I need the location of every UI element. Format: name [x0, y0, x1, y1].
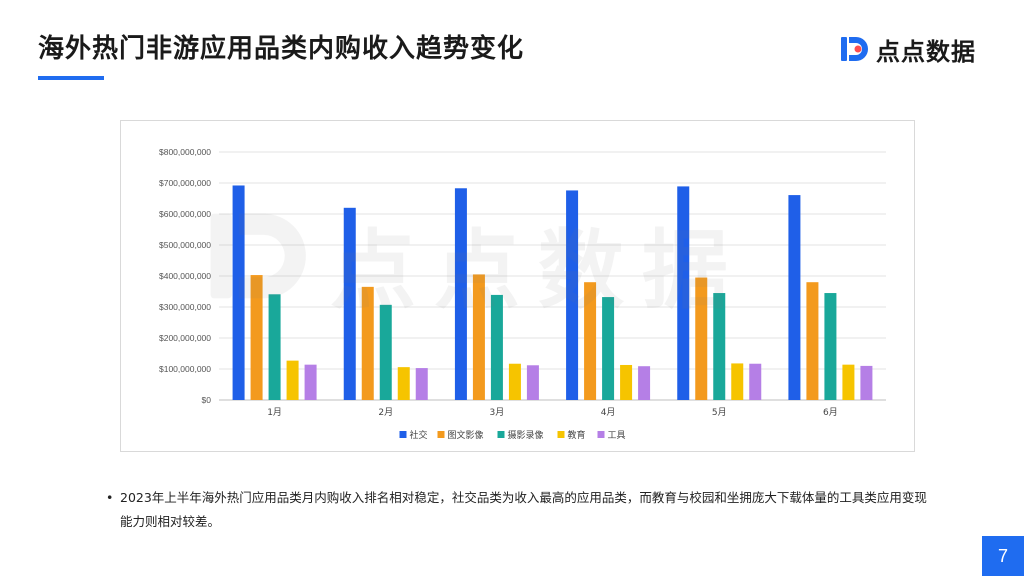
- brand-name: 点点数据: [876, 37, 976, 66]
- bar: [361, 286, 374, 400]
- bar: [806, 282, 819, 400]
- bar: [788, 195, 801, 400]
- bar: [638, 366, 651, 400]
- legend-swatch: [399, 431, 407, 438]
- x-tick-label: 5月: [712, 407, 727, 418]
- bar: [415, 368, 428, 400]
- y-tick-label: $700,000,000: [159, 178, 211, 188]
- y-tick-label: $200,000,000: [159, 333, 211, 343]
- bar: [304, 364, 317, 400]
- x-tick-label: 2月: [378, 407, 393, 418]
- legend-label: 工具: [608, 430, 626, 441]
- bar: [749, 363, 762, 400]
- y-tick-label: $300,000,000: [159, 302, 211, 312]
- y-tick-label: $100,000,000: [159, 364, 211, 374]
- legend-label: 教育: [568, 429, 586, 441]
- y-tick-label: $0: [202, 395, 212, 405]
- slide-title: 海外热门非游应用品类内购收入趋势变化: [38, 34, 525, 64]
- legend-label: 图文影像: [448, 429, 484, 441]
- summary-text: 2023年上半年海外热门应用品类月内购收入排名相对稳定，社交品类为收入最高的应用…: [120, 490, 927, 529]
- y-tick-label: $600,000,000: [159, 209, 211, 219]
- bar: [713, 293, 726, 400]
- bar: [584, 282, 597, 400]
- bar: [268, 294, 281, 400]
- bullet-dot: •: [106, 490, 114, 505]
- y-tick-label: $400,000,000: [159, 271, 211, 281]
- summary-bullet: • 2023年上半年海外热门应用品类月内购收入排名相对稳定，社交品类为收入最高的…: [106, 486, 936, 534]
- y-tick-label: $500,000,000: [159, 240, 211, 250]
- legend-swatch: [437, 431, 445, 438]
- bar: [286, 360, 299, 400]
- bar: [250, 275, 263, 400]
- bar: [379, 304, 392, 400]
- bar: [454, 188, 467, 400]
- bar: [824, 293, 837, 400]
- bar: [472, 274, 485, 400]
- diandian-logo-icon: [841, 37, 868, 61]
- bar: [695, 277, 708, 400]
- bar: [731, 363, 744, 400]
- page-number: 7: [982, 536, 1024, 576]
- bar: [397, 367, 410, 400]
- x-tick-label: 6月: [823, 407, 838, 418]
- bar: [526, 365, 539, 400]
- y-tick-label: $800,000,000: [159, 147, 211, 157]
- bar: [677, 186, 690, 400]
- bar: [602, 297, 615, 400]
- bar: [232, 185, 245, 400]
- chart-frame: $0 $100,000,000 $200,000,000 $300,000,000 $4…: [120, 120, 915, 452]
- bar: [860, 365, 873, 400]
- bar-chart: $0 $100,000,000 $200,000,000 $300,000,000 $4…: [159, 147, 886, 441]
- title-underline: [38, 76, 104, 80]
- legend-label: 社交: [410, 429, 428, 441]
- legend-swatch: [497, 431, 505, 438]
- brand-logo-group: 点点数据: [838, 32, 976, 66]
- bar: [343, 207, 356, 400]
- legend-swatch: [597, 431, 605, 438]
- bar: [508, 363, 521, 400]
- bar: [842, 364, 855, 400]
- x-tick-label: 3月: [490, 407, 505, 418]
- bar: [490, 294, 503, 400]
- watermark-logo-icon: [210, 213, 306, 299]
- bar: [566, 190, 579, 400]
- bar: [620, 364, 633, 400]
- legend-swatch: [557, 431, 565, 438]
- x-tick-label: 4月: [601, 407, 616, 418]
- legend-label: 摄影录像: [508, 429, 544, 441]
- x-tick-label: 1月: [267, 407, 282, 418]
